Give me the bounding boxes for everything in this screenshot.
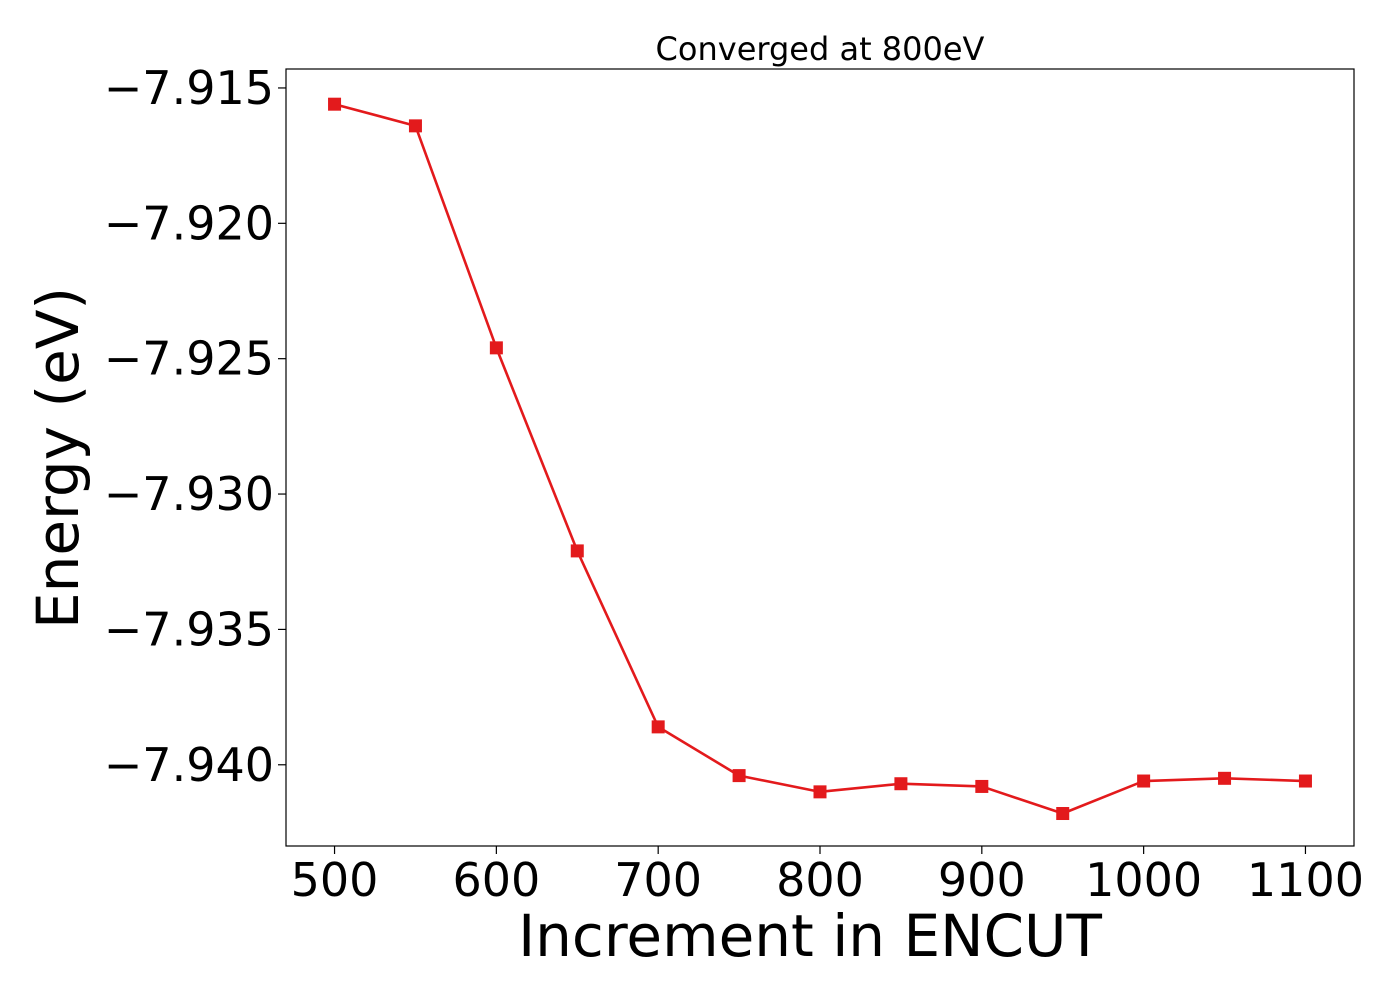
x-axis-title: Increment in ENCUT (518, 902, 1102, 970)
data-point-marker (813, 785, 827, 799)
x-tick-label: 500 (291, 853, 379, 907)
y-tick-label: −7.935 (104, 602, 274, 656)
x-tick-label: 700 (614, 853, 702, 907)
y-tick-label: −7.925 (104, 332, 274, 386)
data-point-marker (975, 779, 989, 793)
plot-area: 500 600 700 800 900 1000 1100 −7.915−7.920−7.9… (104, 61, 1364, 907)
x-axis: 500 600 700 800 900 1000 1100 (291, 846, 1364, 907)
x-tick-label: 1100 (1247, 853, 1364, 907)
data-point-marker (651, 720, 665, 734)
y-tick-label: −7.930 (104, 467, 274, 521)
data-point-marker (408, 119, 422, 133)
chart-title: Converged at 800eV (656, 30, 985, 68)
y-axis-title: Energy (eV) (24, 287, 92, 629)
x-tick-label: 800 (776, 853, 864, 907)
data-point-marker (570, 544, 584, 558)
data-point-marker (1298, 774, 1312, 788)
x-tick-label: 900 (938, 853, 1026, 907)
data-point-marker (1218, 771, 1232, 785)
x-tick-label: 600 (452, 853, 540, 907)
data-point-marker (732, 769, 746, 783)
data-point-marker (328, 97, 342, 111)
y-tick-label: −7.915 (104, 61, 274, 115)
data-point-marker (1056, 807, 1070, 821)
data-point-marker (1137, 774, 1151, 788)
series-layer (328, 97, 1312, 821)
y-axis: −7.915 −7.920 −7.925 −7.930 −7.935 −7.940 (104, 61, 286, 792)
data-point-marker (489, 341, 503, 355)
x-tick-label: 1000 (1085, 853, 1202, 907)
y-tick-label: −7.920 (104, 196, 274, 250)
data-point-marker (894, 777, 908, 791)
y-tick-label: −7.940 (104, 738, 274, 792)
